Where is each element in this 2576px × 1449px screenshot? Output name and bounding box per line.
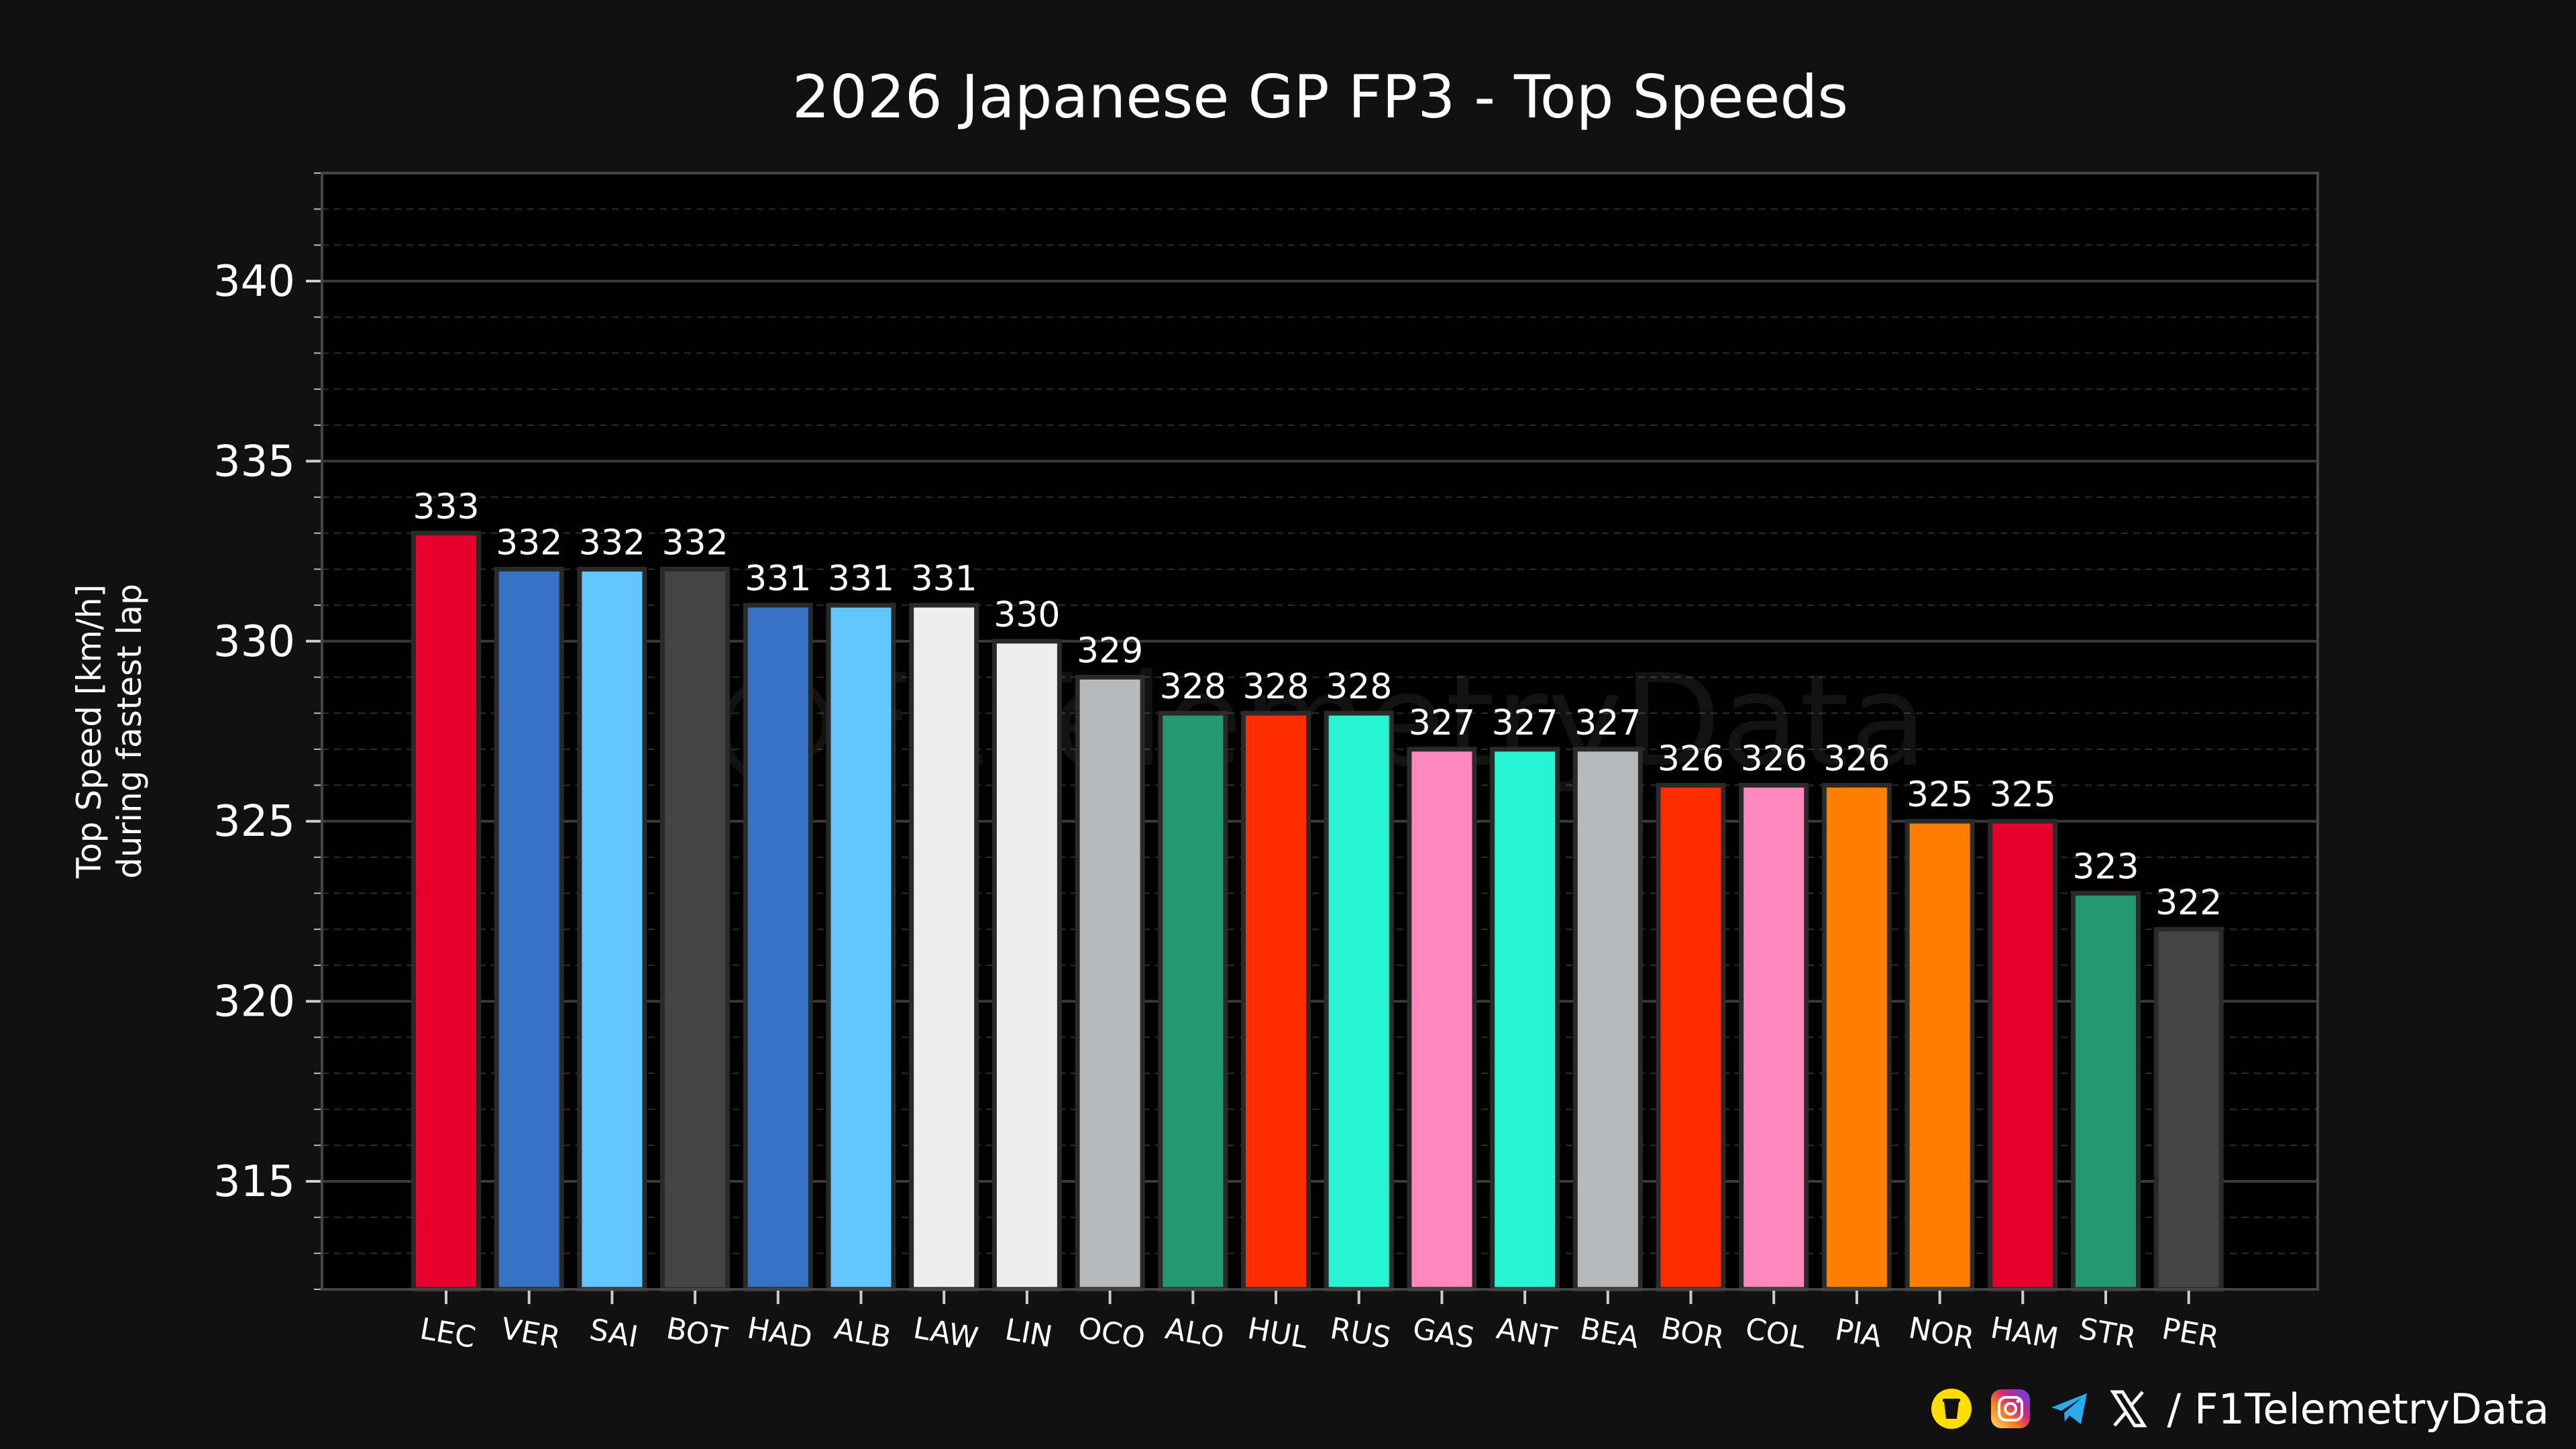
value-label: 325	[1907, 775, 1973, 815]
bar-alo	[1158, 710, 1228, 1292]
value-label: 327	[1491, 703, 1558, 743]
y-tick-label: 340	[213, 257, 295, 307]
value-label: 327	[1574, 703, 1641, 743]
x-tick-label: HAM	[1988, 1311, 2061, 1356]
x-icon[interactable]	[2108, 1388, 2149, 1430]
x-tick-label: BEA	[1578, 1311, 1642, 1356]
x-tick-label: NOR	[1906, 1311, 1976, 1356]
bar-had	[743, 602, 813, 1292]
footer-handle[interactable]: / F1TelemetryData	[2167, 1384, 2549, 1434]
y-tick-label: 320	[213, 977, 295, 1027]
x-tick-label: OCO	[1075, 1311, 1147, 1356]
value-label: 332	[579, 523, 645, 563]
value-label: 333	[413, 487, 479, 527]
bar-lec	[411, 531, 481, 1292]
bar-law	[909, 602, 979, 1292]
bar-ver	[494, 566, 564, 1292]
y-tick-label: 325	[213, 797, 295, 847]
plot-area: 315320325330335340@F1TelemetryData333LEC…	[213, 172, 2319, 1356]
bar-hul	[1241, 710, 1311, 1292]
x-tick-label: LIN	[1002, 1312, 1055, 1354]
telegram-icon[interactable]	[2049, 1388, 2090, 1430]
bar-lin	[991, 639, 1062, 1292]
x-tick-label: PIA	[1833, 1313, 1884, 1354]
footer-social-bar: / F1TelemetryData	[1931, 1382, 2549, 1436]
bar-ham	[1988, 818, 2058, 1292]
y-tick-label: 335	[213, 437, 295, 486]
chart-title: 2026 Japanese GP FP3 - Top Speeds	[792, 62, 1848, 131]
x-tick-label: GAS	[1410, 1311, 1477, 1356]
x-tick-label: ALO	[1163, 1311, 1226, 1355]
plot-frame	[321, 172, 2319, 1291]
x-tick-label: HUL	[1245, 1311, 1311, 1356]
value-label: 322	[2155, 883, 2222, 923]
x-tick-label: ANT	[1494, 1311, 1560, 1356]
bar-col	[1739, 783, 1809, 1292]
value-label: 332	[661, 523, 728, 563]
x-tick-label: BOR	[1658, 1311, 1727, 1356]
bar-rus	[1324, 710, 1394, 1292]
bar-alb	[826, 602, 896, 1292]
bar-oco	[1075, 674, 1145, 1292]
value-label: 328	[1160, 667, 1226, 707]
buy-me-a-coffee-icon[interactable]	[1931, 1388, 1972, 1430]
y-axis-label-text: Top Speed [km/h]during fastest lap	[70, 584, 149, 879]
value-label: 330	[994, 595, 1060, 635]
value-label: 326	[1741, 739, 1807, 780]
value-label: 329	[1077, 631, 1143, 671]
value-label: 332	[496, 523, 562, 563]
x-tick-label: PER	[2159, 1311, 2221, 1355]
value-label: 331	[828, 559, 894, 599]
value-label: 326	[1823, 739, 1890, 780]
value-label: 325	[1990, 775, 2056, 815]
y-tick-label: 315	[213, 1157, 295, 1207]
x-tick-label: STR	[2076, 1311, 2139, 1355]
bar-bor	[1656, 783, 1726, 1292]
plot-background	[322, 173, 2318, 1289]
y-axis-label-line: during fastest lap	[110, 584, 149, 879]
value-label: 331	[911, 559, 977, 599]
y-tick-label: 330	[213, 617, 295, 667]
bar-bea	[1572, 747, 1643, 1292]
value-label: 328	[1326, 667, 1392, 707]
bar-nor	[1904, 818, 1975, 1292]
x-tick-label: VER	[498, 1311, 563, 1356]
bar-gas	[1407, 747, 1477, 1292]
value-label: 327	[1409, 703, 1475, 743]
x-tick-label: HAD	[745, 1311, 814, 1356]
x-tick-label: ALB	[832, 1311, 894, 1355]
value-label: 331	[745, 559, 811, 599]
bar-per	[2153, 926, 2224, 1292]
y-axis-label: Top Speed [km/h]during fastest lap	[70, 584, 149, 879]
value-label: 323	[2072, 847, 2139, 888]
bar-ant	[1490, 747, 1560, 1292]
bar-str	[2071, 891, 2141, 1292]
y-axis-label-line: Top Speed [km/h]	[70, 584, 109, 879]
value-label: 328	[1242, 667, 1309, 707]
bar-sai	[577, 566, 647, 1292]
bar-bot	[660, 566, 731, 1292]
x-tick-label: SAI	[587, 1312, 641, 1354]
x-tick-label: COL	[1743, 1311, 1809, 1356]
instagram-icon[interactable]	[1990, 1388, 2031, 1430]
x-tick-label: RUS	[1328, 1311, 1393, 1356]
x-tick-label: LEC	[417, 1311, 478, 1355]
value-label: 326	[1658, 739, 1724, 780]
x-tick-label: BOT	[663, 1311, 730, 1356]
x-tick-label: LAW	[911, 1311, 981, 1356]
bar-pia	[1821, 783, 1892, 1292]
